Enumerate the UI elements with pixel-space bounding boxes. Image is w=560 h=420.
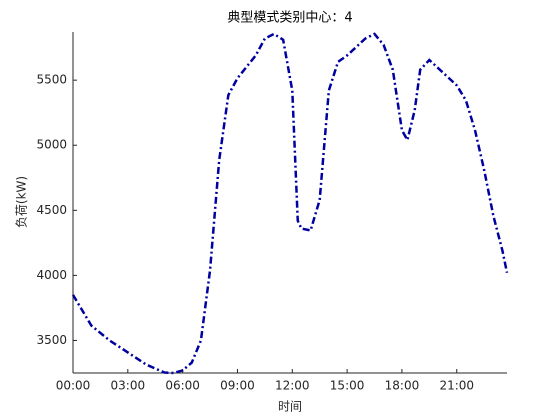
y-tick-label: 5000 [36,138,67,152]
y-axis-label: 负荷(kW) [15,176,29,228]
y-tick-label: 4000 [36,268,67,282]
y-tick-label: 4500 [36,203,67,217]
y-tick-label: 5500 [36,73,67,87]
x-tick-label: 18:00 [385,379,420,393]
x-tick-label: 09:00 [220,379,255,393]
chart-title: 典型模式类别中心：4 [227,11,352,26]
y-tick-label: 3500 [36,333,67,347]
x-tick-label: 03:00 [111,379,146,393]
data-line [71,32,509,375]
x-tick-label: 15:00 [330,379,365,393]
x-tick-label: 06:00 [165,379,200,393]
x-tick-label: 21:00 [439,379,474,393]
x-tick-label: 12:00 [275,379,310,393]
x-axis-label: 时间 [278,400,302,414]
x-tick-label: 00:00 [56,379,91,393]
